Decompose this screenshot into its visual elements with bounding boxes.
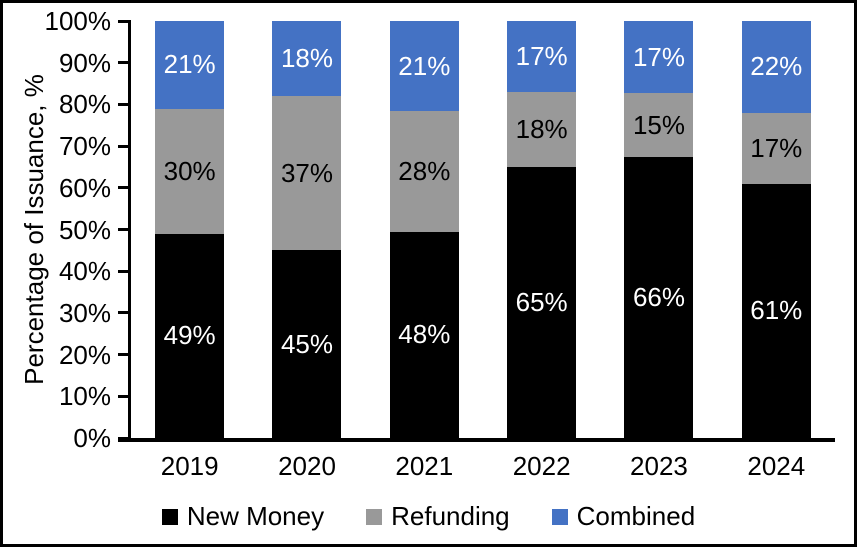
y-axis-tick-label: 70% — [58, 131, 111, 162]
y-axis-tick-label: 30% — [58, 297, 111, 328]
bar-segment-new-money: 65% — [507, 166, 577, 438]
y-axis-tick — [118, 228, 131, 231]
bar-segment-label: 61% — [750, 295, 803, 326]
bar-segment-refunding: 17% — [741, 112, 811, 184]
legend-swatch-refunding — [366, 508, 383, 525]
bar-segment-new-money: 48% — [389, 231, 459, 438]
bar-segment-label: 15% — [632, 109, 685, 140]
y-axis-tick-label: 0% — [73, 423, 111, 453]
legend-label: New Money — [186, 501, 325, 531]
bar-segment-combined: 17% — [507, 21, 577, 92]
bar-slot: 17% 15% 66% — [600, 21, 717, 438]
plot-area: 21% 30% 49% 18% 37% 45% 21% 28% 48% 17% 18% 65% 17% 1… — [45, 6, 835, 453]
bar-column-2022: 17% 18% 65% — [507, 21, 577, 438]
bar-segment-combined: 21% — [389, 21, 459, 112]
y-axis-tick-label: 40% — [58, 256, 111, 287]
y-axis-tick — [118, 61, 131, 65]
legend-item-combined: Combined — [551, 501, 696, 532]
y-axis-tick-label: 90% — [58, 47, 111, 78]
bar-segment-refunding: 28% — [389, 111, 459, 232]
legend-item-refunding: Refunding — [366, 501, 510, 532]
bar-segment-label: 49% — [163, 320, 216, 351]
bar-segment-label: 28% — [398, 155, 451, 186]
bar-segment-label: 66% — [632, 282, 685, 313]
bar-segment-label: 22% — [750, 51, 803, 82]
bar-slot: 17% 18% 65% — [483, 21, 600, 438]
bar-segment-label: 18% — [280, 43, 333, 74]
bar-segment-new-money: 45% — [272, 250, 342, 438]
bar-segment-label: 17% — [632, 41, 685, 72]
bar-segment-refunding: 18% — [507, 91, 577, 167]
y-axis-tick — [118, 353, 131, 357]
bar-segment-refunding: 30% — [155, 108, 225, 234]
x-axis-label-2024: 2024 — [747, 451, 806, 481]
bar-column-2019: 21% 30% 49% — [155, 21, 225, 438]
legend: New Money Refunding Combined — [3, 501, 854, 532]
bar-segment-label: 18% — [515, 113, 568, 144]
bar-slot: 21% 30% 49% — [131, 21, 248, 438]
y-axis-tick — [118, 269, 131, 273]
bar-segment-new-money: 66% — [624, 157, 694, 438]
legend-label: Refunding — [391, 501, 510, 531]
y-axis-tick-label: 50% — [58, 214, 111, 245]
y-axis-tick-label: 60% — [58, 172, 111, 203]
bar-column-2023: 17% 15% 66% — [624, 21, 694, 438]
legend-label: Combined — [576, 501, 696, 531]
y-axis-tick-label: 10% — [58, 381, 111, 412]
bar-segment-new-money: 49% — [155, 233, 225, 438]
y-axis-tick-label: 100% — [44, 6, 112, 36]
bar-segment-label: 48% — [398, 319, 451, 350]
bar-segment-combined: 18% — [272, 21, 342, 97]
y-axis-tick — [118, 311, 131, 315]
x-axis-line — [118, 438, 835, 442]
bar-column-2024: 22% 17% 61% — [741, 21, 811, 438]
bar-segment-label: 65% — [515, 286, 568, 317]
x-axis-label-2023: 2023 — [630, 451, 688, 481]
y-axis-tick-label: 20% — [58, 339, 111, 370]
x-axis-label-2022: 2022 — [512, 451, 571, 481]
bar-segment-combined: 21% — [155, 21, 225, 109]
bars-container: 21% 30% 49% 18% 37% 45% 21% 28% 48% 17% 18% 65% 17% 1… — [131, 21, 835, 438]
bar-segment-combined: 22% — [741, 21, 811, 113]
legend-swatch-new-money — [161, 508, 178, 525]
bar-segment-label: 45% — [280, 328, 333, 359]
bar-segment-label: 21% — [163, 49, 216, 80]
legend-item-new-money: New Money — [161, 501, 325, 532]
x-axis-label-2020: 2020 — [278, 451, 336, 481]
bar-slot: 22% 17% 61% — [718, 21, 835, 438]
bar-segment-new-money: 61% — [741, 183, 811, 438]
y-axis-tick-label: 80% — [58, 89, 111, 120]
y-axis-tick — [118, 394, 131, 398]
bar-segment-combined: 17% — [624, 21, 694, 94]
bar-segment-refunding: 37% — [272, 96, 342, 251]
bar-segment-label: 37% — [280, 157, 333, 188]
bar-segment-label: 17% — [515, 40, 568, 71]
x-axis-labels: 2019 2020 2021 2022 2023 2024 — [131, 451, 835, 481]
y-axis-tick — [118, 436, 131, 440]
bar-column-2021: 21% 28% 48% — [389, 21, 459, 438]
bar-segment-label: 30% — [163, 155, 216, 186]
x-axis-label-2021: 2021 — [395, 451, 454, 481]
bar-segment-label: 21% — [398, 50, 451, 81]
y-axis-tick — [118, 19, 131, 23]
x-axis-label-2019: 2019 — [160, 451, 219, 481]
bar-column-2020: 18% 37% 45% — [272, 21, 342, 438]
y-axis-tick — [118, 186, 131, 190]
y-axis-tick — [118, 144, 131, 148]
y-axis-tick — [118, 102, 131, 106]
bar-slot: 18% 37% 45% — [248, 21, 365, 438]
legend-swatch-combined — [551, 508, 568, 525]
bar-segment-label: 17% — [750, 132, 803, 163]
bar-segment-refunding: 15% — [624, 93, 694, 158]
bar-slot: 21% 28% 48% — [366, 21, 483, 438]
